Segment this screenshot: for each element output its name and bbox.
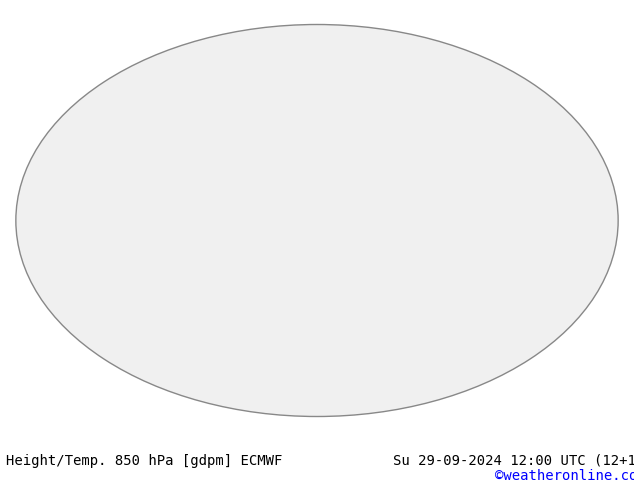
Text: ©weatheronline.co.uk: ©weatheronline.co.uk	[495, 468, 634, 483]
Text: Height/Temp. 850 hPa [gdpm] ECMWF: Height/Temp. 850 hPa [gdpm] ECMWF	[6, 454, 283, 468]
Text: Su 29-09-2024 12:00 UTC (12+144): Su 29-09-2024 12:00 UTC (12+144)	[393, 454, 634, 468]
